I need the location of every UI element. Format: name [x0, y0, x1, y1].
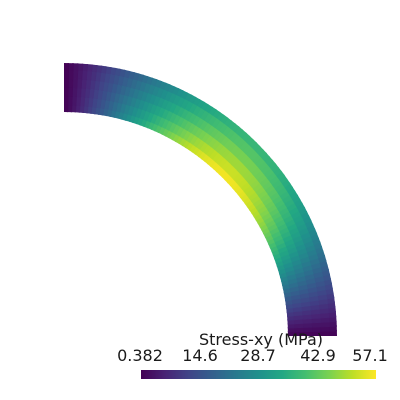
field-cell	[67, 63, 74, 71]
colorbar-tick-label: 28.7	[240, 346, 276, 365]
colorbar-tick-label: 0.382	[117, 346, 163, 365]
stress-field-annulus	[64, 63, 337, 336]
colorbar-gradient	[141, 370, 376, 379]
colorbar-title: Stress-xy (MPa)	[199, 330, 323, 349]
field-cell	[64, 69, 69, 80]
field-cell	[64, 96, 69, 106]
field-cell	[64, 63, 70, 71]
colorbar-tick-label: 42.9	[300, 346, 336, 365]
field-cell	[64, 78, 69, 88]
field-cell	[64, 104, 69, 115]
colorbar-tick-label: 14.6	[182, 346, 218, 365]
colorbar-tick-label: 57.1	[352, 346, 388, 365]
field-cell	[64, 87, 69, 97]
